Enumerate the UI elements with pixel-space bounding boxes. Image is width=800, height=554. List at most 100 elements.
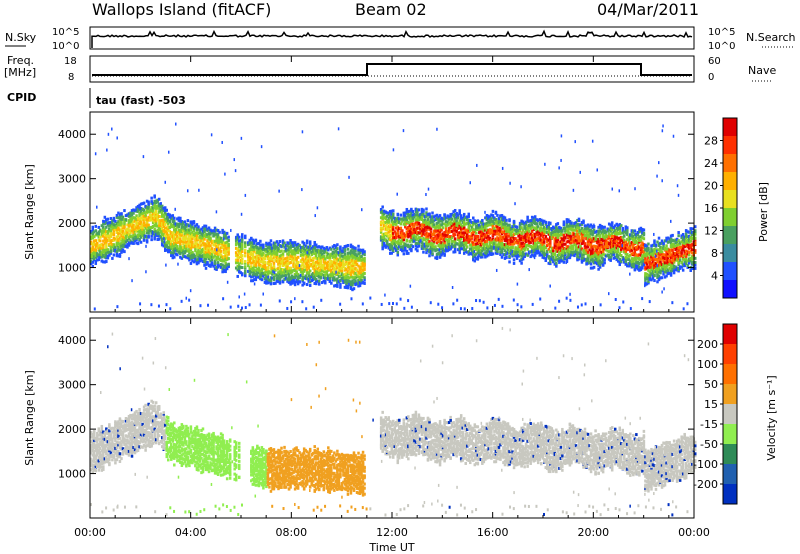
scatter-cell: [379, 230, 383, 234]
scatter-cell: [239, 248, 242, 252]
scatter-cell: [355, 259, 359, 263]
scatter-cell: [111, 239, 114, 243]
scatter-cell: [151, 209, 155, 213]
scatter-cell: [476, 241, 480, 245]
scatter-cell: [520, 241, 523, 245]
scatter-cell: [363, 250, 366, 254]
scatter-cell: [316, 270, 319, 274]
scatter-cell: [574, 238, 578, 242]
scatter-cell: [571, 228, 575, 232]
scatter-cell: [203, 229, 206, 233]
scatter-cell: [298, 268, 301, 272]
scatter-cell: [327, 277, 330, 281]
scatter-cell: [404, 216, 407, 220]
scatter-cell: [345, 279, 348, 283]
scatter-cell: [458, 233, 461, 237]
scatter-cell: [449, 226, 452, 230]
scatter-cell: [390, 209, 393, 213]
scatter-cell: [524, 252, 528, 256]
scatter-cell: [124, 234, 128, 238]
scatter-cell: [601, 247, 605, 251]
scatter-cell: [204, 251, 208, 255]
scatter-cell: [144, 213, 147, 217]
scatter-cell: [213, 239, 217, 243]
scatter-cell: [154, 211, 158, 215]
scatter-cell: [567, 235, 570, 239]
scatter-cell: [103, 215, 107, 219]
scatter-cell: [475, 239, 478, 243]
scatter-cell: [396, 220, 400, 224]
scatter-cell: [304, 265, 307, 269]
scatter-cell: [604, 233, 608, 237]
scatter-cell: [280, 249, 283, 253]
scatter-cell: [160, 227, 164, 231]
scatter-cell: [287, 250, 291, 254]
scatter-cell: [556, 222, 560, 226]
scatter-cell: [583, 251, 587, 255]
scatter-cell: [515, 232, 519, 236]
scatter-cell: [236, 249, 239, 253]
scatter-cell: [388, 248, 392, 252]
scatter-cell: [185, 236, 188, 240]
scatter-cell: [265, 276, 268, 280]
scatter-cell: [154, 224, 158, 228]
scatter-cell: [533, 217, 537, 221]
scatter-cell: [443, 233, 446, 237]
scatter-cell: [487, 220, 490, 224]
scatter-cell: [434, 226, 437, 230]
scatter-cell: [333, 262, 336, 266]
scatter-cell: [201, 243, 205, 247]
scatter-cell: [440, 235, 443, 239]
scatter-cell: [562, 246, 566, 250]
scatter-cell: [357, 270, 360, 274]
scatter-cell: [538, 245, 541, 249]
scatter-cell: [185, 244, 188, 248]
scatter-cell: [310, 262, 313, 266]
scatter-cell: [148, 215, 152, 219]
scatter-cell: [275, 267, 279, 271]
scatter-cell: [494, 217, 498, 221]
scatter-cell: [286, 241, 289, 245]
scatter-cell: [505, 255, 508, 259]
scatter-cell: [404, 211, 407, 215]
freq-trace: [92, 63, 692, 76]
scatter-cell: [293, 263, 297, 267]
scatter-cell: [100, 259, 104, 263]
scatter-cell: [145, 218, 149, 222]
scatter-cell: [274, 281, 277, 285]
scatter-cell: [582, 219, 585, 223]
scatter-cell: [431, 221, 434, 225]
scatter-cell: [402, 248, 406, 252]
scatter-cell: [194, 244, 197, 248]
scatter-cell: [102, 228, 105, 232]
scatter-cell: [262, 274, 265, 278]
scatter-cell: [479, 225, 483, 229]
scatter-cell: [310, 264, 313, 268]
scatter-cell: [416, 245, 419, 249]
scatter-cell: [517, 253, 520, 257]
scatter-cell: [277, 247, 280, 251]
scatter-cell: [606, 242, 609, 246]
scatter-cell: [459, 223, 463, 227]
scatter-cell: [462, 245, 466, 249]
scatter-cell: [167, 222, 170, 226]
scatter-cell: [293, 247, 297, 251]
scatter-cell: [360, 281, 363, 285]
scatter-cell: [358, 265, 362, 269]
scatter-cell: [475, 244, 478, 248]
scatter-cell: [559, 245, 563, 249]
scatter-cell: [112, 236, 116, 240]
scatter-cell: [499, 214, 502, 218]
scatter-cell: [624, 243, 628, 247]
scatter-cell: [263, 254, 267, 258]
scatter-cell: [163, 226, 167, 230]
scatter-cell: [195, 231, 199, 235]
scatter-cell: [546, 240, 549, 244]
scatter-cell: [322, 270, 326, 274]
scatter-cell: [325, 270, 329, 274]
scatter-cell: [284, 273, 288, 277]
scatter-cell: [96, 252, 99, 256]
scatter-cell: [241, 260, 244, 264]
scatter-cell: [221, 255, 224, 259]
scatter-cell: [256, 271, 259, 275]
